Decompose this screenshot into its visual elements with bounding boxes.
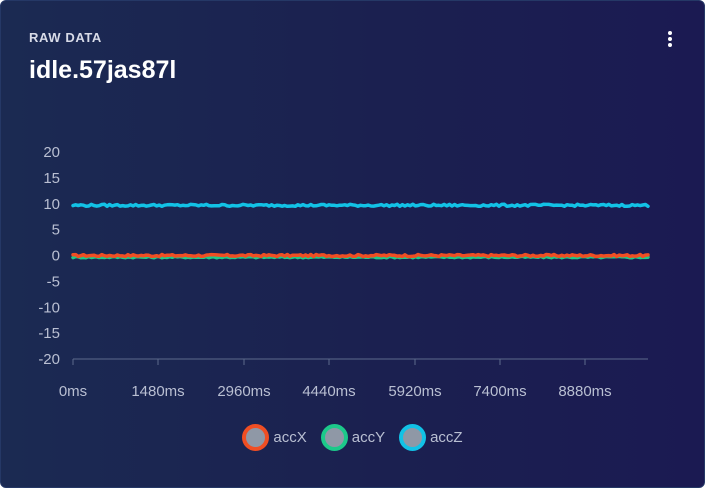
series-line-accX bbox=[71, 252, 650, 259]
legend-item-accX[interactable]: accX bbox=[242, 424, 307, 451]
x-tick-label: 4440ms bbox=[302, 383, 355, 400]
series-line-accZ bbox=[71, 202, 650, 209]
x-tick-label: 5920ms bbox=[388, 383, 441, 400]
y-tick-label: -15 bbox=[38, 325, 60, 342]
x-tick-label: 2960ms bbox=[217, 383, 270, 400]
x-tick-label: 7400ms bbox=[473, 383, 526, 400]
x-tick-label: 0ms bbox=[59, 383, 87, 400]
card-eyebrow: RAW DATA bbox=[29, 30, 102, 45]
y-tick-label: -5 bbox=[47, 273, 60, 290]
y-tick-label: 15 bbox=[43, 170, 60, 187]
x-tick-label: 1480ms bbox=[131, 383, 184, 400]
sample-title: idle.57jas87l bbox=[29, 56, 177, 84]
legend-item-accY[interactable]: accY bbox=[320, 424, 386, 451]
legend-label: accX bbox=[273, 429, 307, 446]
y-tick-label: 20 bbox=[43, 144, 60, 161]
legend-label: accZ bbox=[430, 429, 463, 446]
legend-label: accY bbox=[351, 429, 386, 446]
y-tick-label: 0 bbox=[52, 248, 60, 265]
kebab-menu-icon[interactable] bbox=[661, 29, 679, 49]
legend-swatch bbox=[399, 424, 427, 451]
legend-swatch bbox=[242, 424, 270, 451]
legend-item-accZ[interactable]: accZ bbox=[399, 424, 463, 451]
y-tick-label: 10 bbox=[43, 196, 60, 213]
chart-legend: accX accY accZ bbox=[0, 424, 705, 451]
y-tick-label: -10 bbox=[38, 299, 60, 316]
y-tick-label: -20 bbox=[38, 351, 60, 368]
legend-swatch bbox=[320, 424, 348, 451]
y-tick-label: 5 bbox=[52, 222, 60, 239]
x-tick-label: 8880ms bbox=[558, 383, 611, 400]
